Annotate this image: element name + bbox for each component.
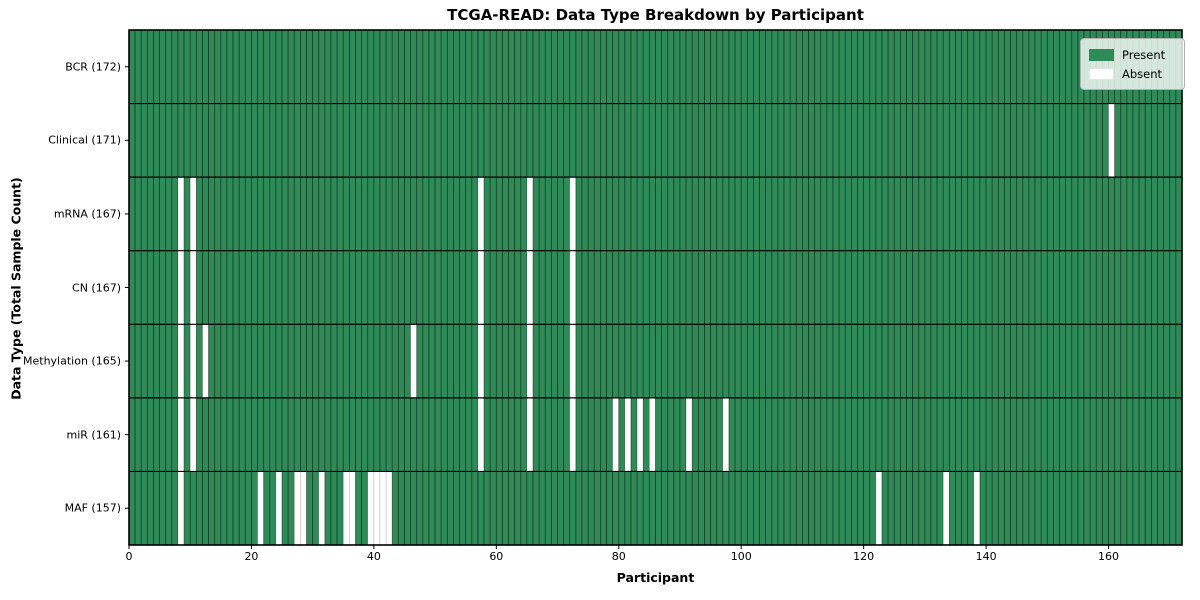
x-tick-label: 0 <box>125 550 133 563</box>
x-axis-label: Participant <box>616 570 695 585</box>
y-tick-label: Clinical (171) <box>48 133 121 147</box>
legend-entry-absent: Absent <box>1089 64 1175 83</box>
y-tick-label: CN (167) <box>72 281 121 294</box>
x-tick-label: 40 <box>366 550 381 563</box>
y-tick-label: BCR (172) <box>65 60 121 74</box>
legend-entry-present: Present <box>1089 45 1175 64</box>
x-tick-label: 20 <box>244 550 259 563</box>
y-tick-label: MAF (157) <box>64 501 121 515</box>
y-tick-label: miR (161) <box>66 428 122 442</box>
y-tick-label: Methylation (165) <box>23 354 121 368</box>
x-tick-label: 160 <box>1098 550 1120 563</box>
legend: Present Absent <box>1080 38 1185 90</box>
x-tick-label: 140 <box>975 550 997 563</box>
x-tick-label: 60 <box>489 550 504 563</box>
chart-title: TCGA-READ: Data Type Breakdown by Partic… <box>447 6 864 24</box>
legend-label: Absent <box>1122 66 1163 81</box>
x-tick-label: 120 <box>853 550 875 563</box>
absent-swatch-icon <box>1089 67 1114 80</box>
present-swatch-icon <box>1089 48 1114 61</box>
x-tick-label: 100 <box>730 550 752 563</box>
x-tick-label: 80 <box>611 550 626 563</box>
y-tick-label: mRNA (167) <box>53 207 121 221</box>
legend-label: Present <box>1122 47 1166 62</box>
